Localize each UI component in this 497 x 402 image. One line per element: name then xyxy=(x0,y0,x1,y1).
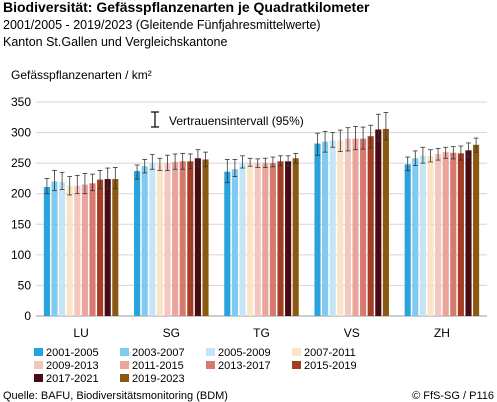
y-tick-label: 200 xyxy=(11,187,31,201)
bar xyxy=(74,185,81,316)
bar xyxy=(360,138,367,316)
bar xyxy=(224,171,231,316)
legend-swatch xyxy=(120,361,129,369)
bar xyxy=(450,152,457,316)
bar xyxy=(269,163,276,316)
legend-label: 2005-2009 xyxy=(218,347,271,359)
bar xyxy=(412,158,419,316)
bar xyxy=(97,179,104,316)
bar xyxy=(457,153,464,316)
legend-label: 2007-2011 xyxy=(304,347,356,359)
bar xyxy=(202,159,209,316)
source-note: Quelle: BAFU, Biodiversitätsmonitoring (… xyxy=(3,390,228,402)
y-tick-label: 100 xyxy=(11,248,31,262)
bar xyxy=(179,161,186,316)
bar xyxy=(187,161,194,316)
bar xyxy=(473,144,480,316)
bar xyxy=(419,155,426,316)
bar xyxy=(89,183,96,316)
ci-annotation: Vertrauensintervall (95%) xyxy=(151,111,304,128)
bar xyxy=(43,186,50,316)
bar xyxy=(254,163,261,316)
legend-label: 2009-2013 xyxy=(46,360,99,372)
x-tick-label: SG xyxy=(163,326,180,340)
bar xyxy=(141,166,148,316)
chart-subtitle-2: Kanton St.Gallen und Vergleichskantone xyxy=(3,35,228,49)
bar xyxy=(112,179,119,316)
legend-swatch xyxy=(120,374,129,382)
bar xyxy=(194,158,201,316)
bar xyxy=(239,162,246,316)
bar xyxy=(231,169,238,316)
ci-label: Vertrauensintervall (95%) xyxy=(169,114,304,128)
bar xyxy=(247,163,254,316)
bar xyxy=(149,163,156,316)
x-tick-label: VS xyxy=(344,326,360,340)
legend: 2001-2005 2003-2007 2005-2009 2007-2011 2009… xyxy=(34,347,357,385)
bar xyxy=(292,158,299,316)
legend-label: 2013-2017 xyxy=(218,360,271,372)
bar xyxy=(314,143,321,316)
legend-label: 2015-2019 xyxy=(304,360,357,372)
legend-swatch xyxy=(34,361,43,369)
bar xyxy=(81,184,88,316)
bar xyxy=(285,161,292,316)
y-tick-label: 0 xyxy=(24,309,31,323)
y-tick-label: 350 xyxy=(11,95,31,109)
error-bars xyxy=(44,111,479,196)
y-tick-label: 300 xyxy=(11,126,31,140)
gridlines xyxy=(36,101,487,317)
x-tick-label: ZH xyxy=(434,326,450,340)
bar xyxy=(427,155,434,316)
bar xyxy=(66,185,73,316)
bar xyxy=(442,152,449,316)
bar xyxy=(59,182,66,316)
legend-swatch xyxy=(34,348,43,356)
bar xyxy=(344,138,351,316)
bar xyxy=(367,136,374,316)
legend-label: 2001-2005 xyxy=(46,347,99,359)
y-tick-label: 150 xyxy=(11,217,31,231)
y-tick-labels: 0 50 100 150 200 250 300 350 xyxy=(11,95,31,323)
legend-swatch xyxy=(206,361,215,369)
bar xyxy=(104,179,111,316)
x-tick-labels: LU SG TG VS ZH xyxy=(73,326,449,340)
credit-note: © FfS-SG / P116 xyxy=(412,390,494,402)
legend-swatch xyxy=(206,348,215,356)
chart-subtitle: 2001/2005 - 2019/2023 (Gleitende Fünfjah… xyxy=(3,18,321,32)
x-tick-label: TG xyxy=(253,326,270,340)
bar xyxy=(404,164,411,316)
bar xyxy=(51,181,58,316)
bar xyxy=(134,171,141,316)
legend-label: 2017-2021 xyxy=(46,373,99,385)
bar xyxy=(164,163,171,316)
bars xyxy=(43,128,480,316)
bar xyxy=(322,141,329,316)
bar xyxy=(262,163,269,316)
x-tick-label: LU xyxy=(73,326,88,340)
bar xyxy=(435,153,442,316)
bar xyxy=(352,138,359,316)
y-tick-label: 50 xyxy=(18,278,32,292)
legend-swatch xyxy=(120,348,129,356)
bar xyxy=(375,129,382,316)
bar xyxy=(465,150,472,316)
legend-swatch xyxy=(34,374,43,382)
y-axis-label: Gefässpflanzenarten / km² xyxy=(11,68,152,82)
bar xyxy=(337,140,344,316)
legend-swatch xyxy=(292,361,301,369)
bar xyxy=(156,164,163,316)
bar xyxy=(329,140,336,316)
bar xyxy=(277,161,284,316)
legend-label: 2019-2023 xyxy=(132,373,185,385)
bar xyxy=(382,128,389,316)
legend-label: 2011-2015 xyxy=(132,360,184,372)
legend-label: 2003-2007 xyxy=(132,347,185,359)
y-tick-label: 250 xyxy=(11,156,31,170)
legend-swatch xyxy=(292,348,301,356)
chart-title: Biodiversität: Gefässpflanzenarten je Qu… xyxy=(3,0,370,15)
bar xyxy=(172,161,179,316)
